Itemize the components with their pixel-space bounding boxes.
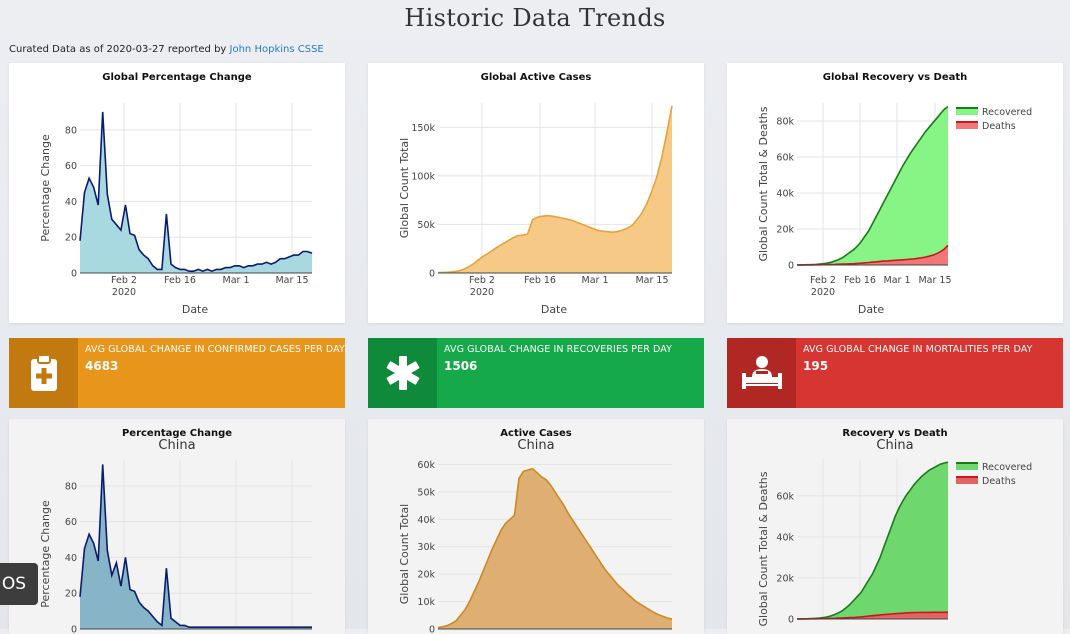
y-axis-title: Percentage Change — [39, 134, 52, 242]
china-active-chart[interactable]: 0 10k 20k 30k 40k 50k 60k Global Count Total — [368, 419, 704, 634]
y-axis-title: Global Count Total & Deaths — [757, 471, 770, 626]
x-tick-label: 2020 — [112, 287, 136, 298]
china-percentage-chart[interactable]: 0 20 40 60 80 Percentage Change — [9, 419, 345, 634]
y-tick-label: 20k — [776, 573, 794, 584]
series-area-recovered — [797, 462, 948, 619]
x-tick-label: Feb 2 — [111, 275, 137, 286]
x-tick-label: Feb 2 — [469, 275, 495, 286]
y-tick-label: 10k — [417, 597, 435, 608]
series-area-main — [438, 106, 672, 273]
y-tick-label: 20k — [776, 225, 794, 236]
stat-value: 1506 — [444, 359, 477, 373]
y-tick-label: 40 — [65, 553, 77, 564]
x-tick-label: Feb 2 — [810, 275, 836, 286]
x-tick-label: 2020 — [811, 287, 835, 298]
x-tick-label: Mar 1 — [582, 275, 609, 286]
x-tick-label: Mar 1 — [223, 275, 250, 286]
y-tick-label: 60k — [776, 153, 794, 164]
y-axis-title: Global Count Total — [398, 504, 411, 604]
series-area-recovered — [797, 107, 948, 265]
y-tick-label: 30k — [417, 542, 435, 553]
stat-confirmed: AVG GLOBAL CHANGE IN CONFIRMED CASES PER… — [9, 338, 345, 408]
source-link[interactable]: John Hopkins CSSE — [230, 44, 324, 55]
legend-swatch — [956, 108, 978, 115]
y-tick-label: 0 — [429, 269, 435, 280]
y-tick-label: 0 — [71, 269, 77, 280]
y-axis-title: Percentage Change — [39, 500, 52, 608]
legend-label: Deaths — [982, 121, 1016, 132]
asterisk-icon — [368, 338, 437, 408]
curated-prefix: Curated Data as of 2020-03-27 reported b… — [9, 44, 226, 55]
stat-recoveries: AVG GLOBAL CHANGE IN RECOVERIES PER DAY … — [368, 338, 704, 408]
x-tick-label: Feb 16 — [524, 275, 556, 286]
y-tick-label: 20 — [65, 233, 77, 244]
series-area-main — [80, 112, 312, 273]
x-axis-title: Date — [541, 303, 568, 316]
y-tick-label: 100k — [411, 171, 435, 182]
series-area-main — [80, 464, 312, 629]
x-tick-label: Feb 16 — [164, 275, 196, 286]
y-tick-label: 0 — [71, 625, 77, 634]
y-tick-label: 80k — [776, 117, 794, 128]
y-tick-label: 40 — [65, 197, 77, 208]
legend-label: Recovered — [982, 462, 1032, 473]
y-axis-title: Global Count Total & Deaths — [757, 106, 770, 261]
y-tick-label: 0 — [788, 615, 794, 626]
x-tick-label: 2020 — [470, 287, 494, 298]
y-tick-label: 0 — [429, 625, 435, 634]
legend-swatch — [956, 477, 978, 484]
y-tick-label: 60k — [417, 460, 435, 471]
y-tick-label: 50k — [417, 220, 435, 231]
x-tick-label: Mar 1 — [884, 275, 911, 286]
x-axis-title: Date — [182, 303, 209, 316]
y-axis-title: Global Count Total — [398, 138, 411, 238]
y-tick-label: 60 — [65, 517, 77, 528]
y-tick-label: 40k — [776, 189, 794, 200]
legend-label: Deaths — [982, 476, 1016, 487]
legend-label: Recovered — [982, 107, 1032, 118]
legend-swatch — [956, 463, 978, 470]
clipboard-plus-icon — [9, 338, 78, 408]
y-tick-label: 50k — [417, 487, 435, 498]
stat-label: AVG GLOBAL CHANGE IN RECOVERIES PER DAY — [444, 344, 672, 355]
patient-bed-icon — [727, 338, 796, 408]
stat-value: 195 — [803, 359, 828, 373]
y-tick-label: 80 — [65, 481, 77, 492]
y-tick-label: 20k — [417, 570, 435, 581]
y-tick-label: 80 — [65, 125, 77, 136]
stat-label: AVG GLOBAL CHANGE IN CONFIRMED CASES PER… — [85, 344, 345, 355]
x-tick-label: Mar 15 — [635, 275, 668, 286]
page-title: Historic Data Trends — [0, 4, 1070, 32]
stat-label: AVG GLOBAL CHANGE IN MORTALITIES PER DAY — [803, 344, 1033, 355]
x-tick-label: Mar 15 — [275, 275, 308, 286]
y-tick-label: 60 — [65, 161, 77, 172]
stat-mortalities: AVG GLOBAL CHANGE IN MORTALITIES PER DAY… — [727, 338, 1063, 408]
y-tick-label: 0 — [788, 261, 794, 272]
legend-swatch — [956, 122, 978, 129]
y-tick-label: 40k — [417, 515, 435, 526]
x-axis-title: Date — [858, 303, 885, 316]
y-tick-label: 40k — [776, 532, 794, 543]
curated-note: Curated Data as of 2020-03-27 reported b… — [9, 44, 324, 55]
y-tick-label: 60k — [776, 491, 794, 502]
y-tick-label: 20 — [65, 589, 77, 600]
stat-value: 4683 — [85, 359, 118, 373]
y-tick-label: 150k — [411, 123, 435, 134]
x-tick-label: Mar 15 — [918, 275, 951, 286]
os-badge[interactable]: OS — [0, 563, 38, 605]
x-tick-label: Feb 16 — [844, 275, 876, 286]
